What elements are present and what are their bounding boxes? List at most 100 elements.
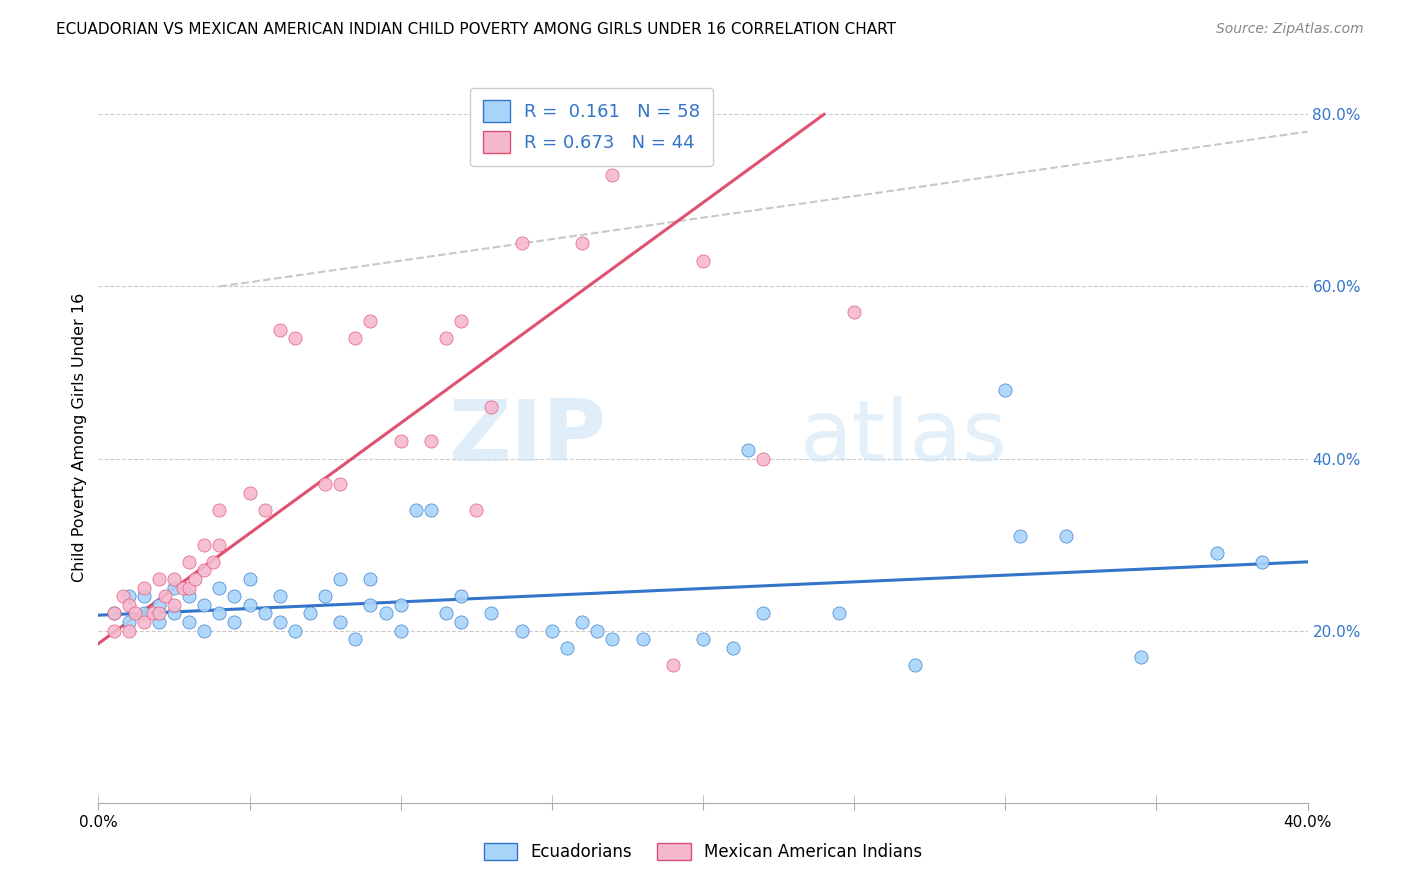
Point: [752, 451, 775, 466]
Point: [1010, 529, 1032, 543]
Point: [163, 572, 186, 586]
Point: [148, 607, 170, 621]
Point: [1251, 555, 1274, 569]
Point: [193, 598, 215, 612]
Point: [253, 607, 276, 621]
Point: [184, 572, 207, 586]
Point: [132, 589, 155, 603]
Point: [374, 607, 396, 621]
Point: [434, 607, 457, 621]
Point: [179, 555, 201, 569]
Point: [329, 477, 352, 491]
Point: [118, 589, 141, 603]
Point: [163, 598, 186, 612]
Point: [828, 607, 851, 621]
Point: [481, 400, 503, 414]
Point: [450, 589, 472, 603]
Point: [602, 632, 624, 647]
Legend: Ecuadorians, Mexican American Indians: Ecuadorians, Mexican American Indians: [477, 836, 929, 868]
Point: [124, 607, 146, 621]
Point: [692, 632, 714, 647]
Y-axis label: Child Poverty Among Girls Under 16: Child Poverty Among Girls Under 16: [72, 293, 87, 582]
Point: [420, 503, 443, 517]
Text: ZIP: ZIP: [449, 395, 606, 479]
Point: [269, 589, 291, 603]
Point: [224, 615, 246, 629]
Point: [103, 607, 125, 621]
Point: [193, 564, 215, 578]
Point: [239, 572, 262, 586]
Point: [314, 589, 336, 603]
Point: [314, 477, 336, 491]
Point: [103, 624, 125, 638]
Point: [405, 503, 427, 517]
Point: [253, 503, 276, 517]
Point: [132, 615, 155, 629]
Point: [389, 624, 412, 638]
Point: [844, 305, 866, 319]
Point: [153, 589, 176, 603]
Point: [360, 572, 382, 586]
Point: [510, 236, 533, 251]
Point: [179, 589, 201, 603]
Point: [111, 589, 134, 603]
Point: [510, 624, 533, 638]
Point: [737, 442, 759, 457]
Point: [420, 434, 443, 449]
Point: [118, 598, 141, 612]
Point: [692, 253, 714, 268]
Point: [299, 607, 322, 621]
Point: [344, 632, 367, 647]
Text: atlas: atlas: [800, 395, 1008, 479]
Point: [434, 331, 457, 345]
Point: [172, 581, 194, 595]
Point: [193, 624, 215, 638]
Point: [329, 615, 352, 629]
Point: [239, 486, 262, 500]
Point: [571, 615, 593, 629]
Point: [284, 624, 307, 638]
Point: [179, 615, 201, 629]
Point: [269, 615, 291, 629]
Point: [163, 607, 186, 621]
Point: [148, 615, 170, 629]
Point: [142, 607, 165, 621]
Point: [132, 607, 155, 621]
Point: [450, 615, 472, 629]
Point: [602, 168, 624, 182]
Point: [118, 624, 141, 638]
Point: [118, 615, 141, 629]
Point: [571, 236, 593, 251]
Point: [360, 598, 382, 612]
Point: [994, 383, 1017, 397]
Point: [752, 607, 775, 621]
Point: [661, 658, 683, 673]
Point: [148, 598, 170, 612]
Point: [132, 581, 155, 595]
Point: [163, 581, 186, 595]
Point: [208, 607, 231, 621]
Point: [555, 640, 578, 655]
Point: [360, 314, 382, 328]
Point: [224, 589, 246, 603]
Point: [329, 572, 352, 586]
Point: [1206, 546, 1229, 560]
Point: [389, 434, 412, 449]
Point: [208, 581, 231, 595]
Point: [1054, 529, 1077, 543]
Point: [269, 322, 291, 336]
Text: Source: ZipAtlas.com: Source: ZipAtlas.com: [1216, 22, 1364, 37]
Point: [1130, 649, 1153, 664]
Point: [389, 598, 412, 612]
Point: [904, 658, 927, 673]
Point: [540, 624, 562, 638]
Point: [481, 607, 503, 621]
Point: [202, 555, 225, 569]
Point: [465, 503, 488, 517]
Point: [344, 331, 367, 345]
Point: [208, 503, 231, 517]
Point: [631, 632, 654, 647]
Point: [450, 314, 472, 328]
Point: [239, 598, 262, 612]
Point: [179, 581, 201, 595]
